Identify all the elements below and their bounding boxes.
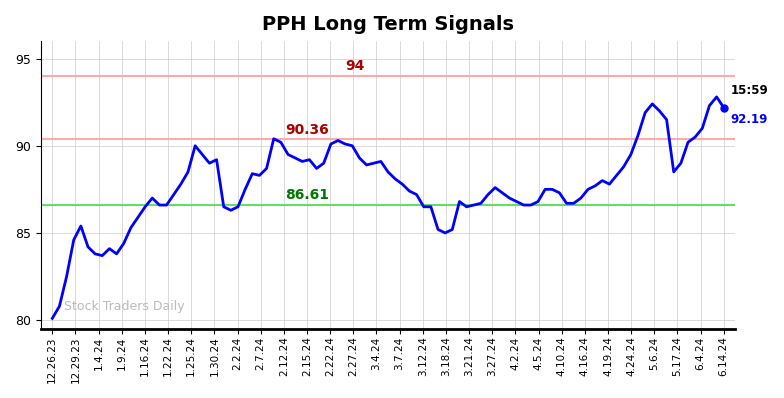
Text: Stock Traders Daily: Stock Traders Daily (64, 300, 184, 313)
Text: 86.61: 86.61 (285, 188, 329, 202)
Point (717, 104, 730, 111)
Text: 92.19: 92.19 (731, 113, 768, 126)
Text: 94: 94 (345, 59, 364, 73)
Title: PPH Long Term Signals: PPH Long Term Signals (262, 15, 514, 34)
Text: 90.36: 90.36 (285, 123, 329, 137)
Text: 15:59: 15:59 (731, 84, 768, 97)
